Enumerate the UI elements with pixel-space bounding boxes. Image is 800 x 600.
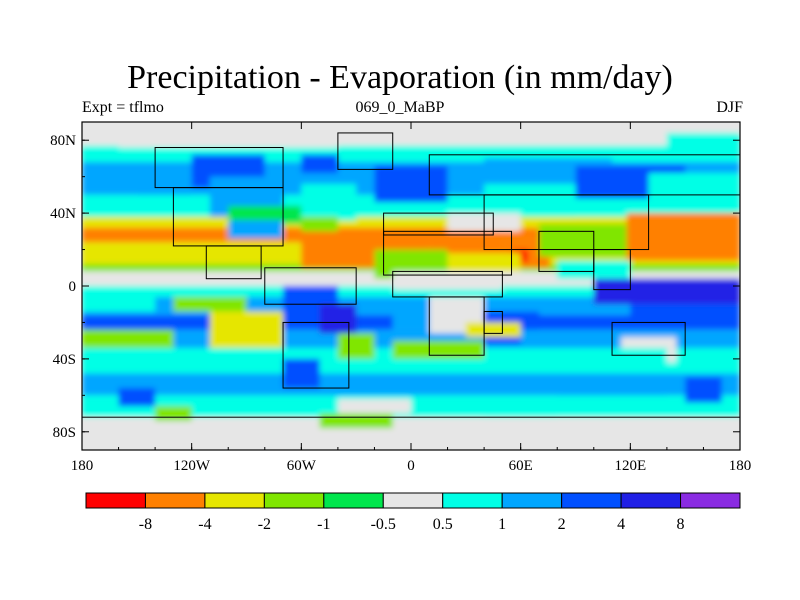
field-region (319, 304, 357, 334)
field-region (630, 304, 740, 327)
coastlines (82, 132, 740, 450)
field-region (447, 253, 521, 272)
field-region (484, 183, 576, 217)
colorbar-swatch (323, 492, 384, 509)
field-region (228, 220, 284, 239)
field-region (520, 129, 667, 144)
field-region (520, 329, 631, 348)
field-region (484, 406, 558, 418)
precipitation-evaporation-field (82, 122, 740, 450)
longitude-axis: 180 120W 60W 0 60E 120E 180 (71, 122, 752, 474)
field-region (155, 406, 192, 421)
colorbar-label: 8 (677, 516, 685, 533)
experiment-label: Expt = tflmo (82, 99, 164, 116)
y-tick-label: 40N (50, 206, 76, 222)
field-region (82, 286, 740, 297)
x-tick-label: 60W (287, 458, 317, 474)
colorbar-swatch (263, 492, 325, 509)
colorbar-swatch (680, 492, 741, 509)
coastline-segment (483, 311, 503, 334)
y-tick-label: 80N (50, 133, 76, 149)
coastline-segment (82, 416, 740, 450)
x-tick-label: 120E (614, 458, 646, 474)
field-region (685, 377, 722, 403)
x-tick-label: 180 (71, 458, 94, 474)
coastline-segment (593, 249, 631, 291)
field-region (209, 311, 284, 348)
field-region (520, 347, 667, 367)
y-tick-label: 80S (53, 425, 76, 441)
field-region (557, 377, 667, 396)
colorbar-swatch (442, 492, 503, 509)
coastline-segment (282, 321, 350, 389)
field-region (301, 183, 357, 221)
coastline-segment (483, 194, 650, 251)
colorbar-swatch (501, 492, 563, 509)
field-region (82, 286, 156, 312)
field-region (283, 358, 320, 389)
colorbar-label: 4 (617, 516, 625, 533)
field-region (337, 398, 411, 414)
field-region (648, 173, 740, 199)
field-region (465, 322, 521, 338)
colorbar-label: 1 (498, 516, 506, 533)
colorbar-label: -1 (317, 516, 330, 533)
field-region (374, 165, 448, 203)
coastline-segment (383, 230, 513, 276)
colorbar-label: 2 (558, 516, 566, 533)
field-region (626, 213, 740, 261)
field-region (538, 224, 631, 257)
x-tick-label: 180 (729, 458, 752, 474)
field-region (392, 340, 485, 359)
field-region (301, 154, 338, 174)
field-region (337, 333, 375, 359)
colorbar-label: 0.5 (433, 516, 453, 533)
field-region (301, 216, 338, 232)
field-region (666, 132, 740, 155)
field-region (136, 176, 192, 195)
coastline-segment (611, 321, 686, 356)
field-region (82, 329, 174, 348)
x-tick-label: 60E (509, 458, 533, 474)
field-region (593, 278, 740, 305)
colorbar-label: -8 (139, 516, 152, 533)
colorbar-label: -0.5 (371, 516, 396, 533)
x-tick-label: 0 (407, 458, 415, 474)
x-tick-label: 120W (173, 458, 211, 474)
colorbar-label: -2 (258, 516, 271, 533)
coastline-segment (205, 245, 262, 280)
season-label: DJF (716, 99, 743, 116)
colorbar: -8 -4 -2 -1 -0.5 0.5 1 2 4 8 (85, 492, 741, 533)
colorbar-swatch (204, 492, 265, 509)
field-region (82, 216, 740, 228)
coastline-segment (337, 132, 394, 170)
y-tick-label: 0 (69, 279, 77, 295)
colorbar-swatch (561, 492, 622, 509)
plot-title: Precipitation - Evaporation (in mm/day) (127, 59, 673, 96)
field-region (118, 129, 338, 148)
latitude-axis: 80N 40N 0 40S 80S (50, 133, 740, 441)
y-tick-label: 40S (53, 352, 76, 368)
coastline-segment (383, 212, 494, 236)
coastline-segment (264, 267, 357, 305)
field-region (392, 271, 503, 290)
colorbar-swatch (382, 492, 444, 509)
field-region (118, 388, 156, 407)
colorbar-swatch (144, 492, 206, 509)
colorbar-label: -4 (198, 516, 211, 533)
colorbar-swatch (620, 492, 682, 509)
field-region (173, 296, 247, 312)
field-region (82, 145, 740, 163)
colorbar-swatch (85, 492, 146, 509)
time-period-label: 069_0_MaBP (355, 99, 445, 116)
field-region (319, 413, 393, 429)
